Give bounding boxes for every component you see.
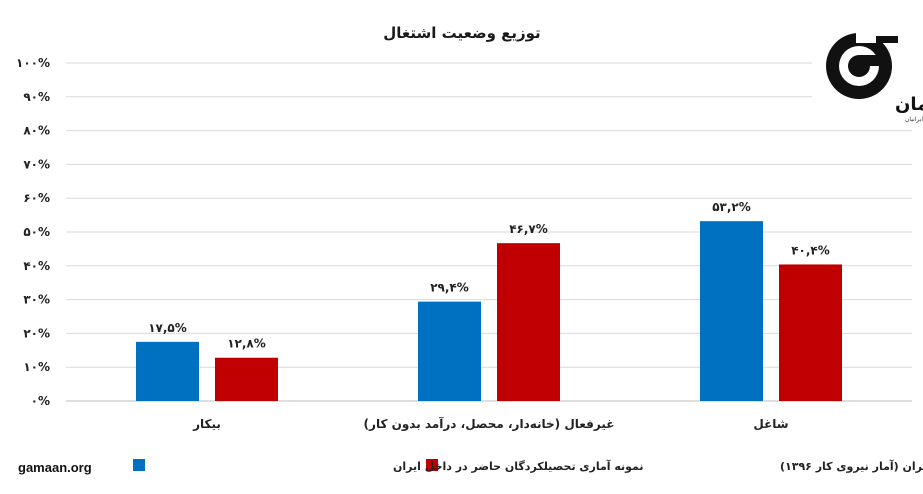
bar-series2-cat2	[497, 243, 560, 401]
x-category-label: غیرفعال (خانه‌دار، محصل، درآمد بدون کار)	[364, 416, 615, 432]
bars	[136, 221, 842, 401]
y-tick-label: ۱۰%	[23, 360, 50, 374]
data-labels: ۱۷,۵% ۱۲,۸% ۲۹,۴% ۴۶,۷% ۵۳,۲% ۴۰,۴%	[148, 200, 830, 351]
bar-series1-cat2	[418, 301, 481, 401]
logo: گمان گروه مطالعات افکارسنجی ایرانیان	[812, 30, 923, 126]
bar-series2-cat3	[779, 264, 842, 401]
x-category-label: شاغل	[753, 417, 788, 431]
bar-series1-cat1	[136, 341, 199, 401]
legend-swatch-series-2	[426, 459, 438, 471]
y-tick-label: ۱۰۰%	[16, 56, 50, 70]
data-label-series1-cat2: ۲۹,۴%	[430, 281, 469, 295]
y-tick-label: ۵۰%	[23, 225, 50, 239]
y-axis-ticks: ۰% ۱۰% ۲۰% ۳۰% ۴۰% ۵۰% ۶۰% ۷۰% ۸۰% ۹۰% ۱۰۰%	[16, 56, 50, 408]
legend: آمار رسمی تحصیلکردگان حاضر در داخل ایران…	[133, 459, 923, 473]
legend-label-series-2: آمار رسمی تحصیلکردگان حاضر در داخل ایران…	[780, 459, 923, 473]
category-labels: بیکار غیرفعال (خانه‌دار، محصل، درآمد بدون…	[192, 416, 789, 432]
site-watermark: gamaan.org	[18, 460, 92, 475]
bar-series2-cat1	[215, 357, 278, 401]
y-tick-label: ۲۰%	[23, 326, 50, 340]
data-label-series1-cat1: ۱۷,۵%	[148, 321, 187, 335]
x-category-label: بیکار	[192, 417, 221, 431]
logo-mark	[812, 30, 912, 126]
data-label-series2-cat1: ۱۲,۸%	[227, 337, 266, 351]
legend-label-series-1: نمونه آماری تحصیلکردگان حاضر در داخل ایر…	[393, 459, 644, 473]
data-label-series2-cat2: ۴۶,۷%	[509, 222, 548, 236]
legend-swatch-series-1	[133, 459, 145, 471]
y-tick-label: ۹۰%	[23, 90, 50, 104]
chart-title: توزیع وضعیت اشتغال	[383, 24, 540, 42]
y-tick-label: ۸۰%	[23, 124, 50, 138]
grid-lines	[66, 62, 912, 402]
data-label-series2-cat3: ۴۰,۴%	[791, 243, 830, 257]
y-tick-label: ۶۰%	[23, 191, 50, 205]
data-label-series1-cat3: ۵۳,۲%	[712, 200, 751, 214]
logo-subtext: گروه مطالعات افکارسنجی ایرانیان	[905, 115, 923, 123]
bar-series1-cat3	[700, 221, 763, 401]
y-tick-label: ۷۰%	[23, 157, 50, 171]
y-tick-label: ۳۰%	[23, 293, 50, 307]
logo-text: گمان	[895, 93, 923, 115]
y-tick-label: ۰%	[31, 394, 50, 408]
y-tick-label: ۴۰%	[23, 259, 50, 273]
